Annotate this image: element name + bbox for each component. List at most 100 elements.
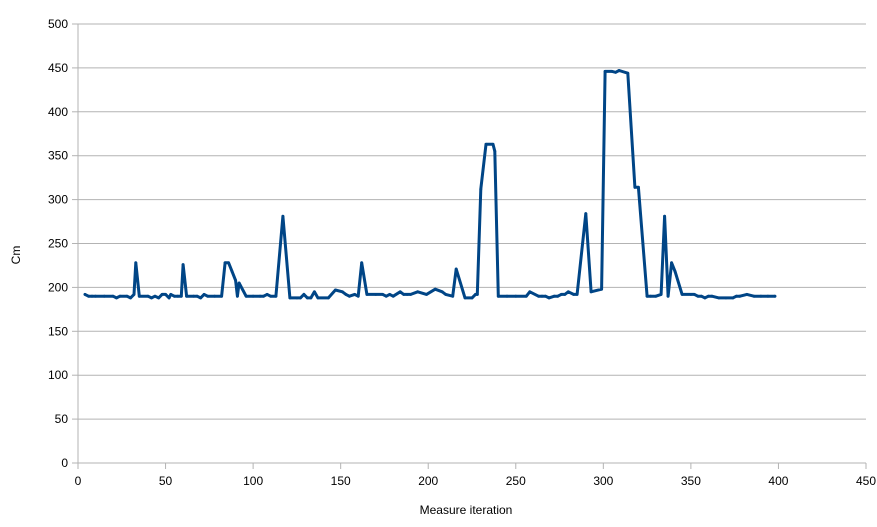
data-point xyxy=(416,290,420,294)
data-point xyxy=(237,281,241,285)
data-point xyxy=(341,290,344,294)
data-point xyxy=(663,214,666,218)
y-tick-label: 250 xyxy=(48,237,68,251)
data-point xyxy=(696,294,700,298)
data-point xyxy=(766,294,770,298)
data-point xyxy=(223,261,227,265)
data-point xyxy=(409,293,413,296)
data-point xyxy=(666,294,670,298)
data-point xyxy=(547,296,551,300)
data-point xyxy=(299,296,302,300)
data-point xyxy=(213,294,217,298)
data-point xyxy=(633,185,637,189)
data-point xyxy=(83,293,87,296)
data-point xyxy=(295,296,299,300)
x-axis-tick-labels: 0 50 100 150 200 250 300 350 400 450 xyxy=(75,474,877,488)
data-point xyxy=(673,270,677,273)
data-point xyxy=(693,293,696,296)
data-point xyxy=(710,294,714,298)
data-point xyxy=(626,71,630,75)
data-point xyxy=(167,296,171,300)
data-point xyxy=(398,290,402,294)
data-point xyxy=(288,296,292,300)
data-point xyxy=(556,294,560,298)
data-point xyxy=(654,294,658,298)
x-tick-label: 200 xyxy=(418,474,438,488)
data-point xyxy=(563,293,567,296)
x-axis-title: Measure iteration xyxy=(420,503,513,517)
data-point xyxy=(559,293,563,296)
data-point xyxy=(470,296,474,300)
data-point xyxy=(164,293,168,296)
data-point xyxy=(610,70,614,73)
x-tick-label: 100 xyxy=(243,474,263,488)
data-point xyxy=(745,293,749,296)
data-point xyxy=(600,287,603,291)
data-point xyxy=(269,294,272,298)
data-point xyxy=(169,293,173,296)
data-point xyxy=(717,296,721,300)
y-tick-label: 50 xyxy=(55,412,69,426)
data-point xyxy=(584,212,588,216)
data-point xyxy=(491,142,495,146)
data-point xyxy=(493,149,497,153)
data-point xyxy=(724,296,728,300)
data-point xyxy=(617,69,621,72)
data-point xyxy=(759,294,763,298)
data-point xyxy=(316,296,320,300)
y-tick-label: 500 xyxy=(48,17,68,31)
data-point xyxy=(425,293,428,296)
data-point xyxy=(306,296,309,300)
data-point xyxy=(703,296,707,300)
gridlines xyxy=(78,23,866,420)
data-point xyxy=(572,293,575,296)
data-point xyxy=(731,296,735,300)
data-point xyxy=(102,294,106,298)
x-tick-label: 300 xyxy=(593,474,613,488)
data-point xyxy=(649,294,652,298)
x-tick-label: 250 xyxy=(506,474,526,488)
data-point xyxy=(566,290,570,294)
data-point xyxy=(773,294,777,298)
data-point xyxy=(707,294,710,298)
data-point xyxy=(440,290,444,294)
data-point xyxy=(160,293,164,296)
y-tick-label: 150 xyxy=(48,324,68,338)
data-point xyxy=(157,296,161,300)
data-point xyxy=(589,290,593,294)
data-point xyxy=(475,293,479,296)
x-tick-label: 150 xyxy=(331,474,351,488)
data-point xyxy=(281,214,285,218)
data-point xyxy=(179,294,183,298)
x-tick-label: 0 xyxy=(75,474,82,488)
data-point xyxy=(94,294,97,298)
data-point xyxy=(484,142,488,146)
data-point xyxy=(302,293,306,296)
data-point xyxy=(111,294,115,298)
data-point xyxy=(738,294,742,298)
data-point xyxy=(659,293,663,296)
data-point xyxy=(540,294,544,298)
data-point xyxy=(115,296,118,300)
data-point xyxy=(463,296,467,300)
x-tick-label: 400 xyxy=(768,474,788,488)
data-point xyxy=(575,293,579,296)
data-point xyxy=(195,294,199,298)
data-point xyxy=(544,294,547,298)
data-point xyxy=(313,290,316,294)
data-point xyxy=(384,294,388,298)
data-point xyxy=(227,261,231,265)
y-tick-label: 450 xyxy=(48,61,68,75)
data-point xyxy=(479,187,483,191)
data-point xyxy=(454,267,458,271)
data-point xyxy=(206,294,210,298)
data-point xyxy=(244,294,248,298)
data-point xyxy=(444,293,448,296)
y-tick-label: 300 xyxy=(48,193,68,207)
data-point xyxy=(181,263,185,266)
data-point xyxy=(90,294,94,298)
data-point xyxy=(309,296,313,300)
data-point xyxy=(258,294,262,298)
data-point xyxy=(689,293,693,296)
